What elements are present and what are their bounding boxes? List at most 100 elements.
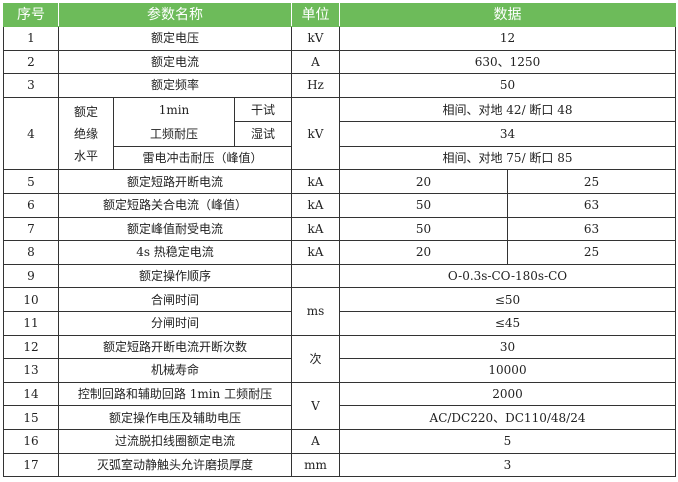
row-value: 12 bbox=[339, 26, 676, 51]
row-value: 630、1250 bbox=[339, 49, 676, 75]
dry-test-value: 相间、对地 42/ 断口 48 bbox=[339, 96, 676, 123]
row-param: 额定操作顺序 bbox=[58, 263, 292, 289]
row-param: 合闸时间 bbox=[58, 287, 292, 312]
table-row: 10 合闸时间 ms ≤50 bbox=[3, 287, 676, 336]
row-param: 额定频率 bbox=[58, 73, 292, 98]
row-param: 额定短路关合电流（峰值） bbox=[58, 192, 292, 218]
row-value: 2000 bbox=[339, 381, 676, 407]
table-header: 序号 参数名称 单位 数据 bbox=[3, 3, 676, 27]
header-no: 序号 bbox=[3, 3, 59, 27]
row-param: 过流脱扣线圈额定电流 bbox=[58, 428, 292, 454]
row-param: 控制回路和辅助回路 1min 工频耐压 bbox=[58, 381, 292, 407]
row-value-1: 50 bbox=[339, 192, 508, 218]
pf-line1: 1min bbox=[158, 102, 190, 117]
table-row: 14 控制回路和辅助回路 1min 工频耐压 V 2000 bbox=[3, 381, 676, 430]
table-row: 5 额定短路开断电流 kA 20 25 bbox=[3, 169, 676, 194]
row-no: 6 bbox=[3, 192, 59, 218]
row-unit: V bbox=[291, 381, 340, 430]
dry-test-label: 干试 bbox=[234, 96, 292, 123]
row-no: 1 bbox=[3, 26, 59, 51]
row-value-2: 63 bbox=[507, 216, 676, 242]
row-unit: Hz bbox=[291, 73, 340, 98]
row-no: 4 bbox=[3, 96, 59, 171]
row-unit: kA bbox=[291, 169, 340, 194]
row-value: AC/DC220、DC110/48/24 bbox=[339, 405, 676, 430]
row-param: 额定短路开断电流 bbox=[58, 169, 292, 194]
insulation-group-text: 额定绝缘水平 bbox=[73, 104, 98, 163]
row-param: 额定峰值耐受电流 bbox=[58, 216, 292, 242]
row-no: 17 bbox=[3, 452, 59, 478]
table-row: 17 灭弧室动静触头允许磨损厚度 mm 3 bbox=[3, 452, 676, 478]
row-value-1: 20 bbox=[339, 240, 508, 265]
row-value-2: 25 bbox=[507, 240, 676, 265]
table-row: 1 额定电压 kV 12 bbox=[3, 26, 676, 51]
table-row: 6 额定短路关合电流（峰值） kA 50 63 bbox=[3, 192, 676, 218]
row-no: 16 bbox=[3, 428, 59, 454]
row-param: 4s 热稳定电流 bbox=[58, 240, 292, 265]
parameter-table: 序号 参数名称 单位 数据 1 额定电压 kV 12 2 额定电流 A 630、… bbox=[3, 3, 676, 478]
lightning-impulse-label: 雷电冲击耐压（峰值） bbox=[113, 145, 292, 171]
lightning-impulse-value: 相间、对地 75/ 断口 85 bbox=[339, 145, 676, 171]
row-param: 额定操作电压及辅助电压 bbox=[58, 405, 292, 430]
row-no: 13 bbox=[3, 358, 59, 383]
wet-test-value: 34 bbox=[339, 121, 676, 147]
row-unit: ms bbox=[291, 287, 340, 336]
row-value-2: 25 bbox=[507, 169, 676, 194]
table-row: 2 额定电流 A 630、1250 bbox=[3, 49, 676, 75]
row-no: 9 bbox=[3, 263, 59, 289]
row-value-1: 20 bbox=[339, 169, 508, 194]
row-param: 分闸时间 bbox=[58, 310, 292, 336]
row-value: 5 bbox=[339, 428, 676, 454]
row-no: 8 bbox=[3, 240, 59, 265]
power-frequency-label: 1min 工频耐压 bbox=[113, 96, 235, 147]
table-row: 4 额定绝缘水平 1min 工频耐压 干试 kV 相间、对地 42/ 断口 48 bbox=[3, 96, 676, 171]
pf-line2: 工频耐压 bbox=[149, 126, 198, 141]
row-unit: kA bbox=[291, 216, 340, 242]
row-unit bbox=[291, 263, 340, 289]
row-param: 机械寿命 bbox=[58, 358, 292, 383]
row-unit: kA bbox=[291, 192, 340, 218]
row-unit: kA bbox=[291, 240, 340, 265]
table-row: 15 额定操作电压及辅助电压 AC/DC220、DC110/48/24 bbox=[3, 405, 676, 430]
insulation-group-label: 额定绝缘水平 bbox=[58, 96, 114, 171]
table-row: 13 机械寿命 10000 bbox=[3, 358, 676, 383]
row-value: ≤45 bbox=[339, 310, 676, 336]
row-param: 额定短路开断电流开断次数 bbox=[58, 334, 292, 360]
table-row: 雷电冲击耐压（峰值） 相间、对地 75/ 断口 85 bbox=[4, 145, 676, 171]
row-value: ≤50 bbox=[339, 287, 676, 312]
table-row: 7 额定峰值耐受电流 kA 50 63 bbox=[3, 216, 676, 242]
row-unit: 次 bbox=[291, 334, 340, 383]
row-no: 12 bbox=[3, 334, 59, 360]
header-param: 参数名称 bbox=[58, 3, 292, 27]
row-no: 10 bbox=[3, 287, 59, 312]
header-unit: 单位 bbox=[291, 3, 340, 27]
row-no: 11 bbox=[3, 310, 59, 336]
row-param: 灭弧室动静触头允许磨损厚度 bbox=[58, 452, 292, 478]
row-value-2: 63 bbox=[507, 192, 676, 218]
table-row: 12 额定短路开断电流开断次数 次 30 bbox=[3, 334, 676, 383]
row-param: 额定电压 bbox=[58, 26, 292, 51]
row-no: 3 bbox=[3, 73, 59, 98]
row-value: 3 bbox=[339, 452, 676, 478]
row-unit: kV bbox=[291, 26, 340, 51]
row-unit: A bbox=[291, 428, 340, 454]
row-no: 15 bbox=[3, 405, 59, 430]
table-row: 3 额定频率 Hz 50 bbox=[3, 73, 676, 98]
row-value-1: 50 bbox=[339, 216, 508, 242]
row-no: 14 bbox=[3, 381, 59, 407]
table-row: 16 过流脱扣线圈额定电流 A 5 bbox=[3, 428, 676, 454]
table-row: 8 4s 热稳定电流 kA 20 25 bbox=[3, 240, 676, 265]
wet-test-label: 湿试 bbox=[234, 121, 292, 147]
row-value: 30 bbox=[339, 334, 676, 360]
table-row: 11 分闸时间 ≤45 bbox=[3, 310, 676, 336]
table-row: 9 额定操作顺序 O-0.3s-CO-180s-CO bbox=[3, 263, 676, 289]
row-no: 7 bbox=[3, 216, 59, 242]
row-value: 50 bbox=[339, 73, 676, 98]
row-unit: mm bbox=[291, 452, 340, 478]
row-unit: A bbox=[291, 49, 340, 75]
row-no: 2 bbox=[3, 49, 59, 75]
table-row: 湿试 34 bbox=[4, 121, 676, 147]
row-param: 额定电流 bbox=[58, 49, 292, 75]
row-value: O-0.3s-CO-180s-CO bbox=[339, 263, 676, 289]
row-no: 5 bbox=[3, 169, 59, 194]
